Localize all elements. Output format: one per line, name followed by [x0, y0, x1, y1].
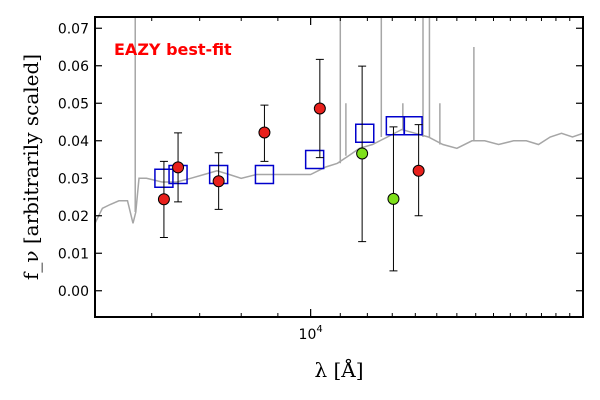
- y-tick-label-3: 0.03: [58, 171, 89, 187]
- observed-point-3: [258, 126, 271, 139]
- model-point-3: [254, 164, 275, 185]
- y-tick-label-5: 0.05: [58, 96, 89, 112]
- template-spectrum-line: [95, 128, 583, 224]
- y-tick-label-0: 0.00: [58, 284, 89, 300]
- y-axis-label: f_ν [arbitrarily scaled]: [19, 54, 43, 280]
- plot-frame: [94, 16, 584, 318]
- observed-point-5: [356, 147, 369, 160]
- annotation-label: EAZY best-fit: [114, 40, 232, 59]
- y-tick-label-1: 0.01: [58, 246, 89, 262]
- y-tick-label-7: 0.07: [58, 21, 89, 37]
- observed-points-layer: [157, 58, 425, 272]
- observed-point-6: [387, 192, 400, 205]
- observed-point-7: [412, 164, 425, 177]
- observed-point-4: [313, 102, 326, 115]
- observed-point-0: [157, 193, 170, 206]
- template-spectrum-layer: [95, 17, 583, 224]
- x-tick-label-0: 104: [299, 324, 323, 343]
- model-point-7: [403, 116, 423, 136]
- observed-point-2: [212, 175, 225, 188]
- observed-point-1: [172, 161, 185, 174]
- model-point-4: [304, 149, 325, 170]
- model-point-5: [355, 123, 375, 143]
- y-tick-label-2: 0.02: [58, 209, 89, 225]
- y-tick-label-4: 0.04: [58, 134, 89, 150]
- y-axis-ticks: 0.00 0.01 0.02 0.03 0.04 0.05 0.06 0.07: [58, 21, 583, 300]
- y-tick-label-6: 0.06: [58, 59, 89, 75]
- x-axis-label: λ [Å]: [314, 357, 363, 382]
- plot-background: [95, 17, 583, 317]
